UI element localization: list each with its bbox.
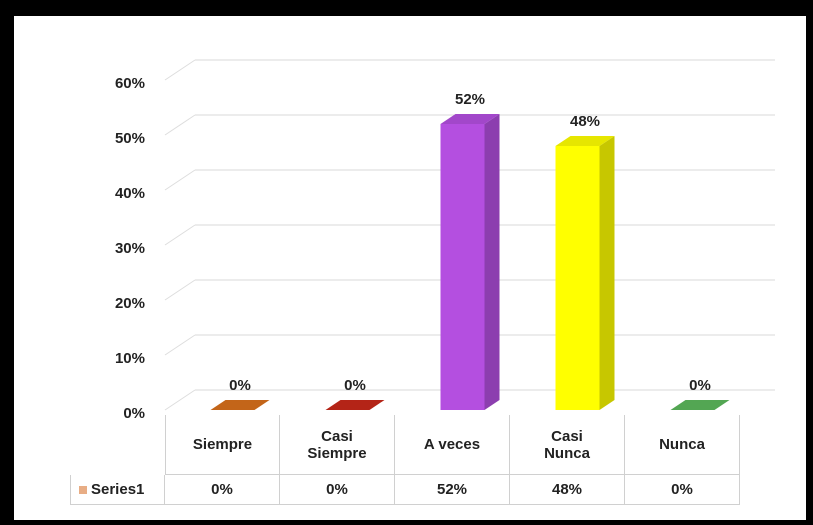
bar-top [555, 136, 615, 146]
bar-front [440, 124, 485, 410]
data-label: 52% [455, 91, 485, 108]
table-value: 0% [165, 475, 280, 505]
chart-area [14, 16, 806, 520]
legend-swatch [79, 485, 87, 494]
table-value: 0% [625, 475, 740, 505]
bar-side [484, 114, 500, 410]
x-tick-label: Casi Nunca [510, 415, 625, 475]
table-value: 48% [510, 475, 625, 505]
grid-line [164, 169, 196, 191]
x-tick-label: Nunca [625, 415, 740, 475]
bar-top [210, 400, 270, 410]
data-label: 0% [229, 377, 251, 394]
x-tick-label: A veces [395, 415, 510, 475]
x-tick-label: Casi Siempre [280, 415, 395, 475]
grid-line [164, 114, 196, 136]
legend-entry: Series1 [70, 475, 165, 505]
data-label: 48% [570, 113, 600, 130]
data-label: 0% [344, 377, 366, 394]
table-value: 0% [280, 475, 395, 505]
y-tick-label: 0% [123, 405, 145, 422]
data-label: 0% [689, 377, 711, 394]
grid-line [164, 334, 196, 356]
legend-label: Series1 [91, 481, 145, 498]
x-tick-label: Siempre [165, 415, 280, 475]
y-tick-label: 40% [115, 185, 145, 202]
bar-side [599, 136, 615, 410]
bar-front [555, 146, 600, 410]
bar-top [325, 400, 385, 410]
grid-line [164, 279, 196, 301]
grid-line [164, 389, 196, 411]
grid-line [164, 59, 196, 81]
y-tick-label: 30% [115, 240, 145, 257]
y-tick-label: 50% [115, 130, 145, 147]
bar-top [670, 400, 730, 410]
y-tick-label: 60% [115, 75, 145, 92]
table-value: 52% [395, 475, 510, 505]
grid-line [164, 224, 196, 246]
y-tick-label: 10% [115, 350, 145, 367]
y-tick-label: 20% [115, 295, 145, 312]
bar-top [440, 114, 500, 124]
